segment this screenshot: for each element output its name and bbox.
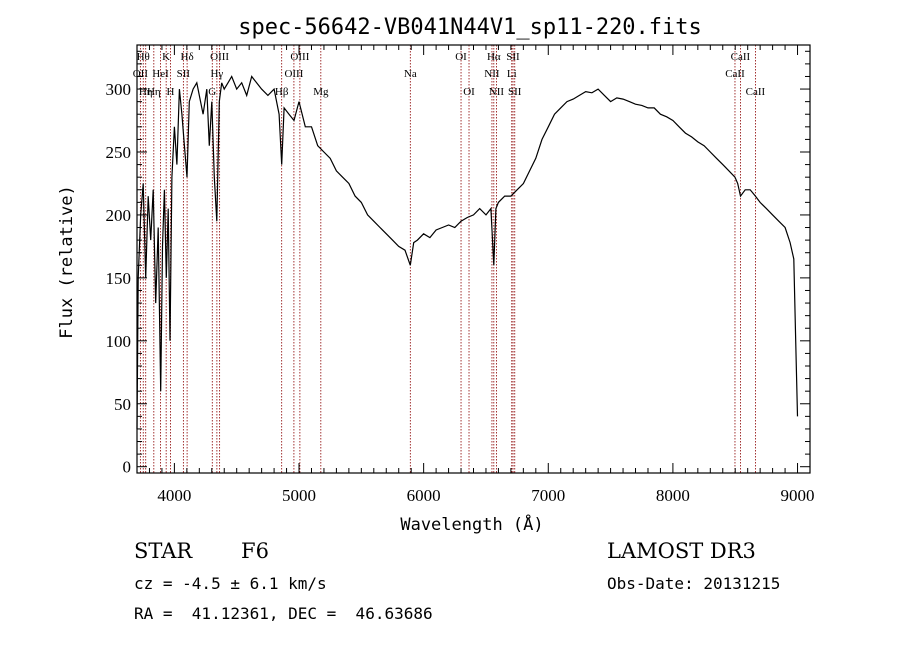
y-tick-label: 250 — [106, 143, 132, 162]
spectral-line-label: Hγ — [210, 68, 223, 80]
y-tick-label: 300 — [106, 80, 132, 99]
spectral-line-label: CaII — [725, 68, 745, 80]
survey-name: LAMOST DR3 — [607, 539, 756, 563]
spectral-line-label: Li — [507, 68, 517, 80]
x-tick-label: 4000 — [157, 486, 191, 505]
spectral-line-label: OII — [133, 68, 149, 80]
spectral-line-label: Hα — [487, 51, 501, 63]
x-tick-label: 5000 — [282, 486, 316, 505]
spectral-line-label: NII — [484, 68, 500, 80]
spectral-line-label: Mg — [313, 86, 329, 98]
y-axis-ticks: 0 50 100 150 200 250 300 — [106, 50, 810, 477]
object-type: STAR — [134, 539, 193, 563]
y-tick-label: 150 — [106, 269, 132, 288]
spectral-line-label: OIII — [290, 51, 309, 63]
y-tick-label: 0 — [123, 458, 132, 477]
plot-frame — [136, 44, 811, 474]
spectral-line-label: OIII — [210, 51, 229, 63]
spectral-line-label: HeI — [152, 68, 169, 80]
coordinates: RA = 41.12361, DEC = 46.63686 — [134, 604, 433, 623]
y-axis-label: Flux (relative) — [57, 185, 77, 339]
y-tick-label: 50 — [114, 395, 131, 414]
spectral-line-label: OI — [455, 51, 467, 63]
spectral-line-label: CaII — [746, 86, 766, 98]
spectrum-chart: spec-56642-VB041N44V1_sp11-220.fits OIIH… — [57, 15, 815, 535]
y-tick-label: 200 — [106, 206, 132, 225]
spectral-line-label: Hβ — [275, 86, 289, 98]
x-tick-label: 8000 — [656, 486, 690, 505]
x-axis-ticks: 4000 5000 6000 7000 8000 9000 — [148, 45, 815, 505]
x-tick-label: 9000 — [781, 486, 815, 505]
spectrum-line — [136, 75, 799, 429]
spectral-line-label: Na — [404, 68, 417, 80]
spectral-line-label: SII — [506, 51, 520, 63]
spectral-line-label: OI — [463, 86, 475, 98]
spectral-line-label: CaII — [731, 51, 751, 63]
spectral-line-label: K — [162, 51, 170, 63]
spectral-subclass: F6 — [241, 539, 269, 563]
redshift-velocity: cz = -4.5 ± 6.1 km/s — [134, 574, 327, 593]
chart-title: spec-56642-VB041N44V1_sp11-220.fits — [238, 15, 702, 40]
spectral-line-label: Hδ — [181, 51, 194, 63]
spectral-line-label: Hθ — [137, 51, 150, 63]
x-tick-label: 6000 — [407, 486, 441, 505]
spectral-line-label: NII — [489, 86, 505, 98]
spectral-line-label: SII — [177, 68, 191, 80]
spectral-line-label: OIII — [284, 68, 303, 80]
observation-date: Obs-Date: 20131215 — [607, 574, 781, 593]
y-tick-label: 100 — [106, 332, 132, 351]
x-axis-label: Wavelength (Å) — [400, 513, 543, 535]
spectral-line-label: H — [167, 86, 175, 98]
spectral-line-markers — [139, 45, 756, 473]
spectral-line-label: SII — [508, 86, 522, 98]
x-tick-label: 7000 — [531, 486, 565, 505]
spectral-line-label: G — [208, 86, 216, 98]
spectral-line-labels: OIIHθHηHηHeIKHSIIHδGHγOIIIHβOIIIOIIIMgNa… — [133, 51, 766, 98]
spectral-line-label: Hη — [147, 86, 161, 98]
